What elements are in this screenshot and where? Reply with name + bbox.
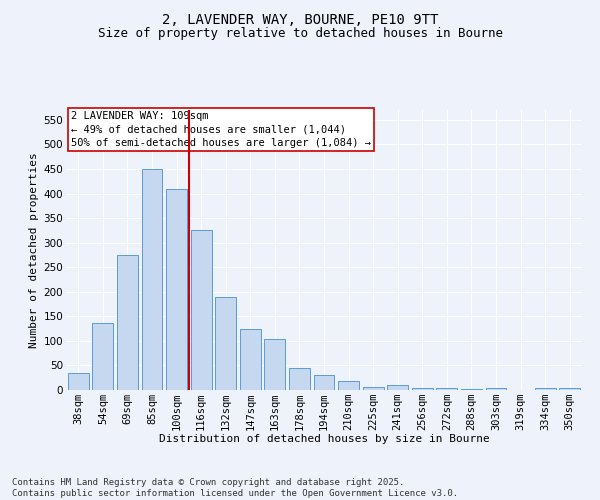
Bar: [92, 322, 113, 390]
Y-axis label: Number of detached properties: Number of detached properties: [29, 152, 40, 348]
Bar: [191, 230, 212, 390]
Bar: [436, 388, 457, 390]
Bar: [412, 388, 433, 390]
Bar: [461, 388, 482, 390]
Bar: [535, 388, 556, 390]
Bar: [485, 388, 506, 390]
Bar: [68, 373, 89, 390]
Bar: [240, 328, 261, 390]
Bar: [362, 386, 383, 390]
Text: 2, LAVENDER WAY, BOURNE, PE10 9TT: 2, LAVENDER WAY, BOURNE, PE10 9TT: [162, 12, 438, 26]
Bar: [215, 296, 236, 390]
Bar: [289, 368, 310, 390]
Text: 2 LAVENDER WAY: 109sqm
← 49% of detached houses are smaller (1,044)
50% of semi-: 2 LAVENDER WAY: 109sqm ← 49% of detached…: [71, 112, 371, 148]
X-axis label: Distribution of detached houses by size in Bourne: Distribution of detached houses by size …: [158, 434, 490, 444]
Bar: [117, 255, 138, 390]
Bar: [142, 169, 163, 390]
Bar: [387, 385, 408, 390]
Text: Contains HM Land Registry data © Crown copyright and database right 2025.
Contai: Contains HM Land Registry data © Crown c…: [12, 478, 458, 498]
Bar: [166, 188, 187, 390]
Bar: [314, 376, 334, 390]
Bar: [338, 381, 359, 390]
Text: Size of property relative to detached houses in Bourne: Size of property relative to detached ho…: [97, 28, 503, 40]
Bar: [559, 388, 580, 390]
Bar: [265, 340, 286, 390]
